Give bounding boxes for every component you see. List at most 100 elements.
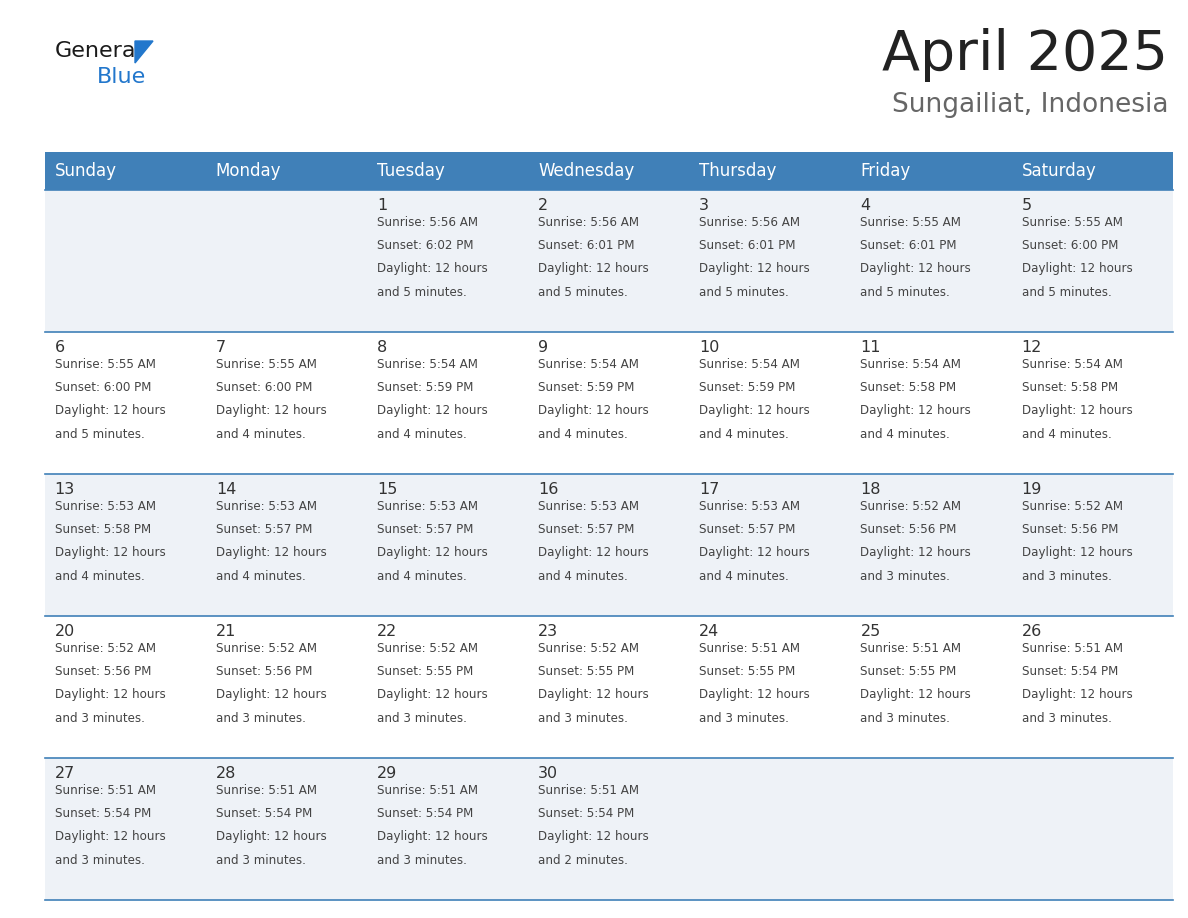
Text: Daylight: 12 hours: Daylight: 12 hours xyxy=(860,263,971,275)
Text: Daylight: 12 hours: Daylight: 12 hours xyxy=(55,831,165,844)
Text: Tuesday: Tuesday xyxy=(377,162,444,180)
Text: Daylight: 12 hours: Daylight: 12 hours xyxy=(377,404,488,418)
Text: and 3 minutes.: and 3 minutes. xyxy=(377,854,467,867)
Text: Sunrise: 5:55 AM: Sunrise: 5:55 AM xyxy=(55,357,156,371)
Bar xyxy=(45,616,1173,758)
Text: Sunrise: 5:52 AM: Sunrise: 5:52 AM xyxy=(1022,499,1123,512)
Text: Daylight: 12 hours: Daylight: 12 hours xyxy=(1022,263,1132,275)
Text: 6: 6 xyxy=(55,341,65,355)
Text: 11: 11 xyxy=(860,341,880,355)
Text: Sunset: 5:59 PM: Sunset: 5:59 PM xyxy=(700,381,796,394)
Text: 5: 5 xyxy=(1022,198,1031,214)
Text: Daylight: 12 hours: Daylight: 12 hours xyxy=(538,404,649,418)
Text: 10: 10 xyxy=(700,341,720,355)
Text: 3: 3 xyxy=(700,198,709,214)
Text: and 3 minutes.: and 3 minutes. xyxy=(860,570,950,583)
Text: and 4 minutes.: and 4 minutes. xyxy=(216,570,305,583)
Bar xyxy=(45,190,1173,332)
Text: Monday: Monday xyxy=(216,162,282,180)
Text: Sunrise: 5:52 AM: Sunrise: 5:52 AM xyxy=(55,642,156,655)
Text: Sunset: 5:59 PM: Sunset: 5:59 PM xyxy=(538,381,634,394)
Text: Sunrise: 5:54 AM: Sunrise: 5:54 AM xyxy=(1022,357,1123,371)
Text: Wednesday: Wednesday xyxy=(538,162,634,180)
Text: Daylight: 12 hours: Daylight: 12 hours xyxy=(377,831,488,844)
Text: and 5 minutes.: and 5 minutes. xyxy=(1022,285,1111,298)
Text: 14: 14 xyxy=(216,483,236,498)
Text: General: General xyxy=(55,41,143,61)
Text: Daylight: 12 hours: Daylight: 12 hours xyxy=(55,688,165,701)
Text: and 4 minutes.: and 4 minutes. xyxy=(377,428,467,441)
Text: and 3 minutes.: and 3 minutes. xyxy=(1022,570,1112,583)
Text: 1: 1 xyxy=(377,198,387,214)
Text: Saturday: Saturday xyxy=(1022,162,1097,180)
Text: 17: 17 xyxy=(700,483,720,498)
Text: Sunrise: 5:56 AM: Sunrise: 5:56 AM xyxy=(538,216,639,229)
Bar xyxy=(1012,152,1173,190)
Text: Sunrise: 5:53 AM: Sunrise: 5:53 AM xyxy=(538,499,639,512)
Text: and 4 minutes.: and 4 minutes. xyxy=(700,428,789,441)
Text: Sunset: 5:54 PM: Sunset: 5:54 PM xyxy=(1022,665,1118,677)
Text: Sunrise: 5:51 AM: Sunrise: 5:51 AM xyxy=(1022,642,1123,655)
Text: Sunset: 5:56 PM: Sunset: 5:56 PM xyxy=(1022,523,1118,536)
Text: 30: 30 xyxy=(538,767,558,781)
Text: Daylight: 12 hours: Daylight: 12 hours xyxy=(216,404,327,418)
Text: Sunrise: 5:53 AM: Sunrise: 5:53 AM xyxy=(377,499,478,512)
Bar xyxy=(207,152,367,190)
Text: Sunset: 6:00 PM: Sunset: 6:00 PM xyxy=(55,381,151,394)
Text: Daylight: 12 hours: Daylight: 12 hours xyxy=(700,546,810,559)
Text: Daylight: 12 hours: Daylight: 12 hours xyxy=(860,688,971,701)
Text: Sunrise: 5:54 AM: Sunrise: 5:54 AM xyxy=(377,357,478,371)
Text: Daylight: 12 hours: Daylight: 12 hours xyxy=(1022,546,1132,559)
Text: and 3 minutes.: and 3 minutes. xyxy=(860,711,950,725)
Text: 21: 21 xyxy=(216,624,236,640)
Text: and 4 minutes.: and 4 minutes. xyxy=(377,570,467,583)
Text: Sunset: 5:58 PM: Sunset: 5:58 PM xyxy=(1022,381,1118,394)
Text: Sunset: 5:55 PM: Sunset: 5:55 PM xyxy=(538,665,634,677)
Text: Daylight: 12 hours: Daylight: 12 hours xyxy=(860,404,971,418)
Text: Sunrise: 5:51 AM: Sunrise: 5:51 AM xyxy=(860,642,961,655)
Text: Sunset: 5:54 PM: Sunset: 5:54 PM xyxy=(538,807,634,820)
Text: Sunset: 5:57 PM: Sunset: 5:57 PM xyxy=(700,523,796,536)
Text: and 4 minutes.: and 4 minutes. xyxy=(55,570,145,583)
Text: Sunrise: 5:54 AM: Sunrise: 5:54 AM xyxy=(700,357,800,371)
Text: and 3 minutes.: and 3 minutes. xyxy=(55,711,145,725)
Bar xyxy=(689,152,851,190)
Text: 18: 18 xyxy=(860,483,880,498)
Text: Daylight: 12 hours: Daylight: 12 hours xyxy=(1022,688,1132,701)
Text: Sunset: 6:01 PM: Sunset: 6:01 PM xyxy=(538,239,634,252)
Text: Sunrise: 5:54 AM: Sunrise: 5:54 AM xyxy=(860,357,961,371)
Text: Sunrise: 5:51 AM: Sunrise: 5:51 AM xyxy=(377,783,478,797)
Text: Daylight: 12 hours: Daylight: 12 hours xyxy=(538,688,649,701)
Text: Sunset: 5:58 PM: Sunset: 5:58 PM xyxy=(860,381,956,394)
Text: Daylight: 12 hours: Daylight: 12 hours xyxy=(55,404,165,418)
Text: Sunset: 5:57 PM: Sunset: 5:57 PM xyxy=(538,523,634,536)
Text: Sunrise: 5:55 AM: Sunrise: 5:55 AM xyxy=(860,216,961,229)
Text: Sunset: 5:57 PM: Sunset: 5:57 PM xyxy=(377,523,473,536)
Text: Sunrise: 5:53 AM: Sunrise: 5:53 AM xyxy=(55,499,156,512)
Text: 16: 16 xyxy=(538,483,558,498)
Text: Sunset: 5:54 PM: Sunset: 5:54 PM xyxy=(55,807,151,820)
Text: Daylight: 12 hours: Daylight: 12 hours xyxy=(700,263,810,275)
Text: and 3 minutes.: and 3 minutes. xyxy=(538,711,628,725)
Text: Sunset: 5:59 PM: Sunset: 5:59 PM xyxy=(377,381,473,394)
Text: Daylight: 12 hours: Daylight: 12 hours xyxy=(216,688,327,701)
Bar xyxy=(851,152,1012,190)
Bar xyxy=(45,332,1173,474)
Text: Sunrise: 5:53 AM: Sunrise: 5:53 AM xyxy=(216,499,317,512)
Text: 27: 27 xyxy=(55,767,75,781)
Text: Sunset: 5:55 PM: Sunset: 5:55 PM xyxy=(377,665,473,677)
Bar xyxy=(45,474,1173,616)
Text: 19: 19 xyxy=(1022,483,1042,498)
Text: and 3 minutes.: and 3 minutes. xyxy=(377,711,467,725)
Text: Thursday: Thursday xyxy=(700,162,777,180)
Text: 7: 7 xyxy=(216,341,226,355)
Text: Daylight: 12 hours: Daylight: 12 hours xyxy=(1022,404,1132,418)
Text: and 5 minutes.: and 5 minutes. xyxy=(377,285,467,298)
Text: Sunrise: 5:56 AM: Sunrise: 5:56 AM xyxy=(377,216,478,229)
Text: Daylight: 12 hours: Daylight: 12 hours xyxy=(860,546,971,559)
Polygon shape xyxy=(135,41,153,63)
Text: Sunset: 5:57 PM: Sunset: 5:57 PM xyxy=(216,523,312,536)
Text: and 4 minutes.: and 4 minutes. xyxy=(860,428,950,441)
Text: and 4 minutes.: and 4 minutes. xyxy=(1022,428,1111,441)
Text: Sunday: Sunday xyxy=(55,162,116,180)
